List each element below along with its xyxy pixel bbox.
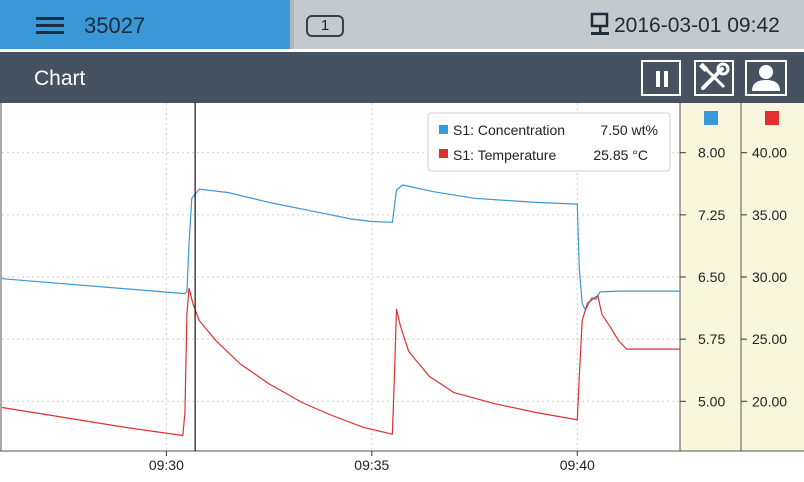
y-tick-label-temperature: 40.00: [752, 145, 787, 161]
page-badge[interactable]: 1: [306, 15, 344, 37]
x-tick-label: 09:35: [354, 457, 389, 473]
tools-icon: [699, 62, 730, 90]
pause-button[interactable]: [641, 60, 681, 96]
temperature-line: [1, 287, 680, 437]
page-title: Chart: [34, 67, 86, 90]
user-button[interactable]: [745, 60, 787, 96]
legend-swatch-temperature: [439, 149, 448, 158]
temperature-axis-panel: [741, 103, 804, 451]
user-icon: [752, 65, 780, 91]
legend-label-concentration: S1: Concentration: [453, 122, 565, 138]
datetime: 2016-03-01 09:42: [614, 14, 780, 37]
concentration-axis-panel: [680, 103, 741, 451]
network-icon: [590, 12, 609, 35]
y-tick-label-temperature: 20.00: [752, 393, 787, 409]
data-series: [1, 184, 680, 437]
temperature-color-marker: [765, 111, 779, 125]
concentration-color-marker: [704, 111, 718, 125]
menu-icon[interactable]: [30, 13, 70, 37]
trend-chart[interactable]: 8.00 7.25 6.50 5.75 5.00 40.00 35.00 30.00 25.00…: [0, 103, 804, 482]
legend-value-temperature: 25.85 °C: [593, 147, 648, 163]
y-tick-label-temperature: 25.00: [752, 331, 787, 347]
y-tick-label-concentration: 5.75: [698, 331, 725, 347]
header-divider: [0, 49, 804, 52]
legend-swatch-concentration: [439, 125, 448, 134]
device-id: 35027: [84, 13, 146, 38]
legend-value-concentration: 7.50 wt%: [600, 122, 658, 138]
legend: S1: Concentration 7.50 wt% S1: Temperatu…: [427, 112, 671, 172]
tools-button[interactable]: [694, 60, 734, 96]
y-tick-label-concentration: 6.50: [698, 269, 725, 285]
title-bar: Chart: [0, 52, 804, 103]
y-tick-label-concentration: 8.00: [698, 145, 725, 161]
legend-label-temperature: S1: Temperature: [453, 147, 556, 163]
device-section: 35027: [0, 0, 290, 49]
section-divider: [290, 0, 294, 49]
y-tick-label-concentration: 5.00: [698, 393, 725, 409]
x-tick-label: 09:40: [560, 457, 595, 473]
legend-box: [427, 112, 671, 172]
chart-area[interactable]: 8.00 7.25 6.50 5.75 5.00 40.00 35.00 30.00 25.00…: [0, 103, 804, 482]
x-tick-label: 09:30: [149, 457, 184, 473]
y-tick-label-temperature: 35.00: [752, 207, 787, 223]
status-bar: 35027 1 2016-03-01 09:42: [0, 0, 804, 52]
y-tick-label-temperature: 30.00: [752, 269, 787, 285]
axis-ticks: 8.00 7.25 6.50 5.75 5.00 40.00 35.00 30.00 25.00…: [149, 145, 787, 473]
concentration-line: [1, 184, 680, 311]
y-tick-label-concentration: 7.25: [698, 207, 725, 223]
